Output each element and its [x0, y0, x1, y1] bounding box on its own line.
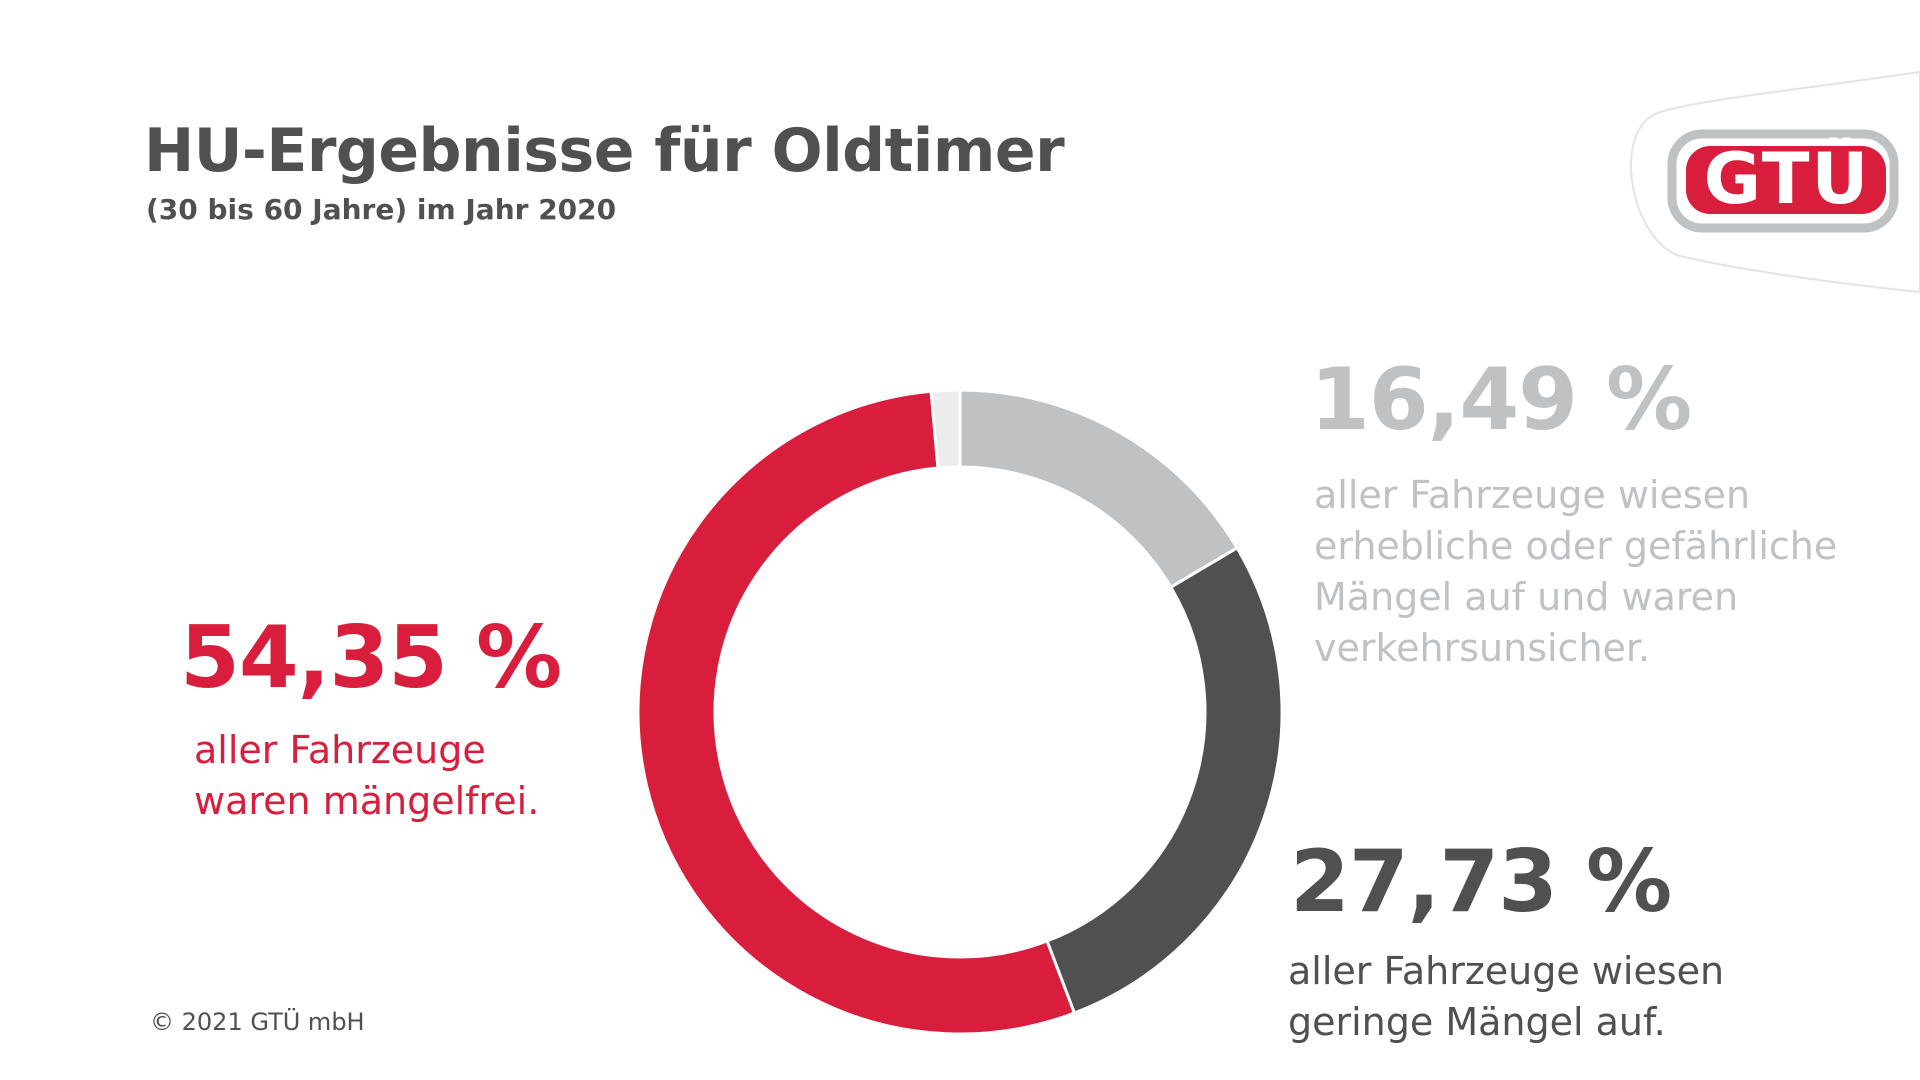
desc-mangelfrei: aller Fahrzeuge waren mängelfrei.: [194, 725, 539, 827]
pct-erheblich: 16,49 %: [1310, 350, 1692, 450]
desc-gering-line1: aller Fahrzeuge wiesen: [1288, 949, 1725, 993]
desc-erheblich-line2: erhebliche oder gefährliche: [1314, 524, 1838, 568]
desc-erheblich-line1: aller Fahrzeuge wiesen: [1314, 473, 1751, 517]
desc-mangelfrei-line2: waren mängelfrei.: [194, 779, 540, 823]
donut-slice-2: [1045, 545, 1284, 1015]
desc-erheblich: aller Fahrzeuge wiesen erhebliche oder g…: [1314, 470, 1837, 674]
page-title: HU-Ergebnisse für Oldtimer: [144, 116, 1065, 186]
desc-mangelfrei-line1: aller Fahrzeuge: [194, 728, 486, 772]
desc-erheblich-line4: verkehrsunsicher.: [1314, 626, 1651, 670]
pct-mangelfrei: 54,35 %: [180, 608, 562, 708]
donut-slices: [636, 388, 1284, 1036]
page-subtitle: (30 bis 60 Jahre) im Jahr 2020: [146, 193, 617, 226]
desc-gering-line2: geringe Mängel auf.: [1288, 1000, 1666, 1044]
donut-slice-4: [929, 388, 962, 470]
pct-gering: 27,73 %: [1290, 832, 1672, 932]
donut-slice-3: [636, 389, 1077, 1036]
desc-gering: aller Fahrzeuge wiesen geringe Mängel au…: [1288, 946, 1724, 1048]
desc-erheblich-line3: Mängel auf und waren: [1314, 575, 1739, 619]
copyright: © 2021 GTÜ mbH: [150, 1008, 365, 1036]
donut-slice-1: [958, 388, 1240, 590]
